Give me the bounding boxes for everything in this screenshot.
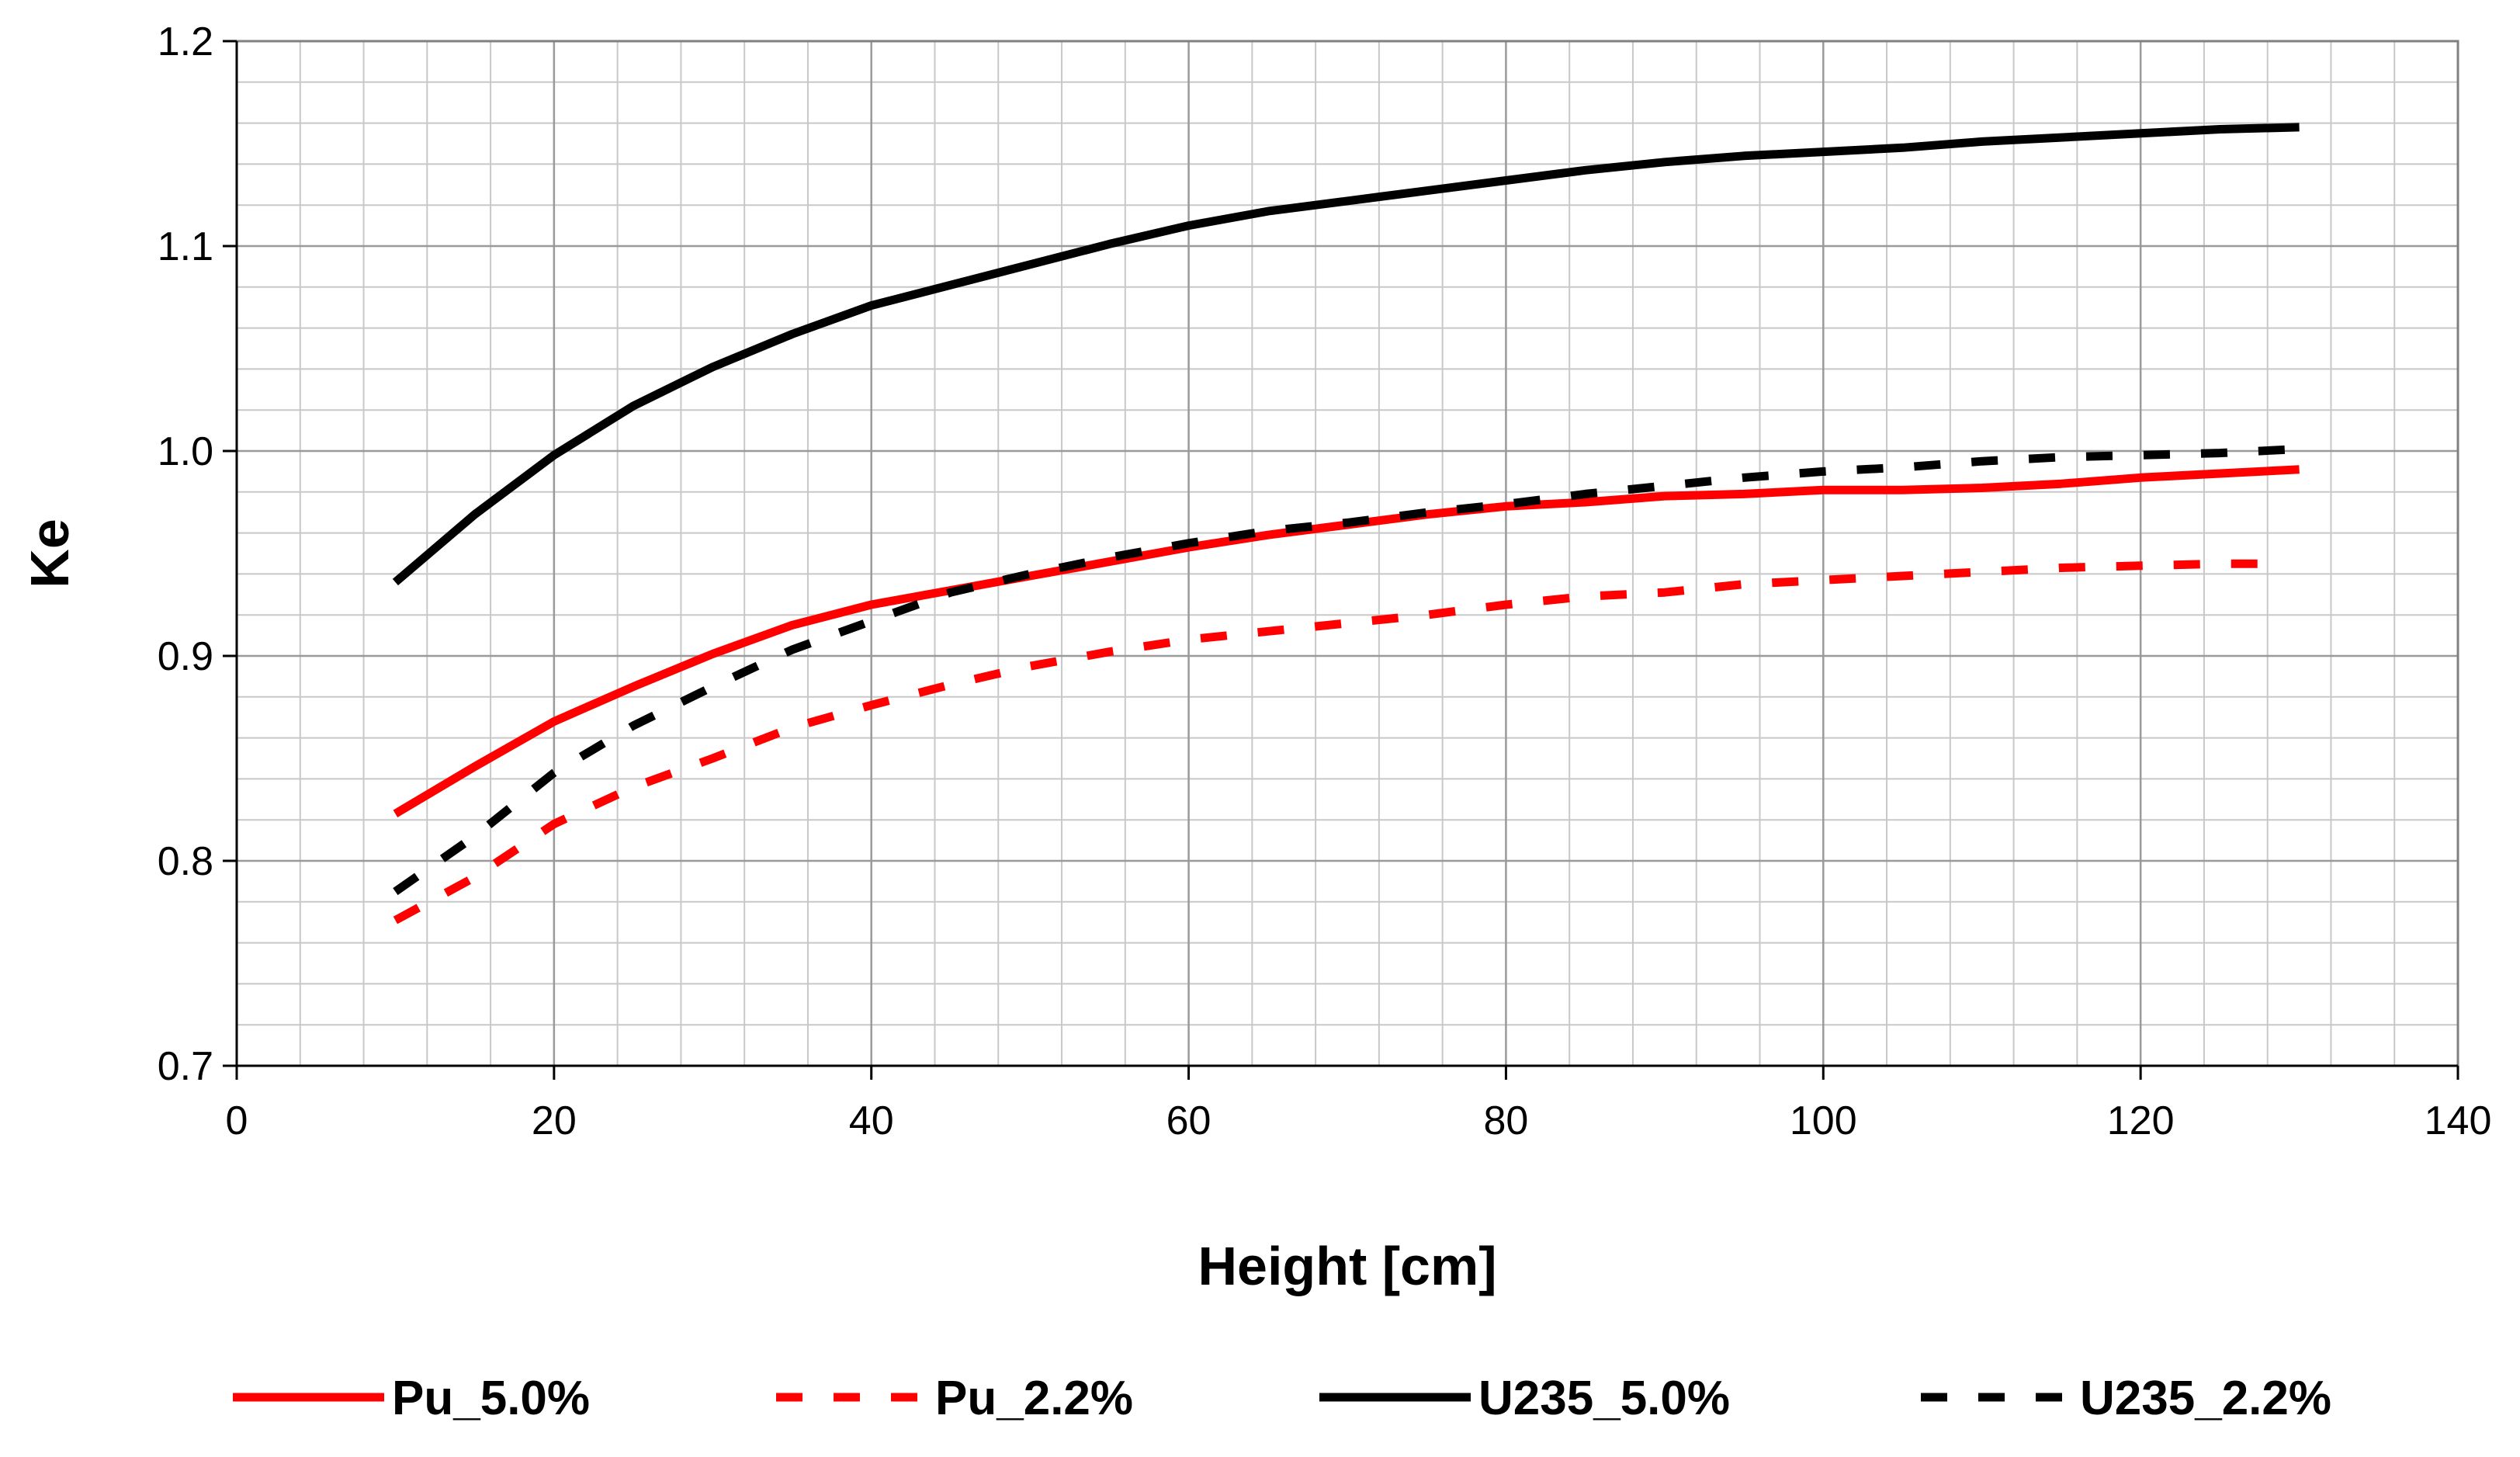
legend-label: U235_2.2% (2080, 1372, 2331, 1425)
gridlines (235, 40, 2459, 1067)
series-line-u235-2-2- (393, 444, 2300, 896)
x-axis-title: Height [cm] (1198, 1236, 1497, 1296)
x-tick-label: 40 (849, 1098, 894, 1143)
x-tick-label: 0 (226, 1098, 248, 1143)
legend-label: U235_5.0% (1478, 1372, 1730, 1425)
y-tick-label: 1.2 (158, 19, 213, 64)
y-axis-title: Ke (19, 519, 80, 588)
series-layer (392, 123, 2300, 925)
y-tick-label: 1.1 (158, 224, 213, 269)
legend: Pu_5.0% Pu_2.2% U235_5.0% U235_2.2% (233, 1372, 2331, 1425)
y-tick-label: 0.7 (158, 1044, 213, 1089)
y-tick-label: 0.9 (158, 634, 213, 679)
x-tick-label: 80 (1484, 1098, 1529, 1143)
y-tick-label: 1.0 (158, 429, 213, 474)
x-tick-label: 100 (1790, 1098, 1857, 1143)
x-tick-label: 60 (1166, 1098, 1211, 1143)
plot-area (237, 41, 2458, 1066)
axes (223, 40, 2459, 1080)
y-tick-label: 0.8 (158, 839, 213, 884)
series-line-u235-5-0- (392, 123, 2300, 586)
legend-label: Pu_5.0% (392, 1372, 590, 1425)
x-tick-label: 120 (2107, 1098, 2175, 1143)
series-line-pu-2-2- (393, 559, 2268, 925)
x-tick-label: 20 (532, 1098, 577, 1143)
x-tick-label: 140 (2425, 1098, 2492, 1143)
tick-labels: 0 20 40 60 80 100 120 140 0.7 0.8 0.9 1.0 1.1 1.2 (158, 19, 2492, 1143)
legend-label: Pu_2.2% (935, 1372, 1133, 1425)
